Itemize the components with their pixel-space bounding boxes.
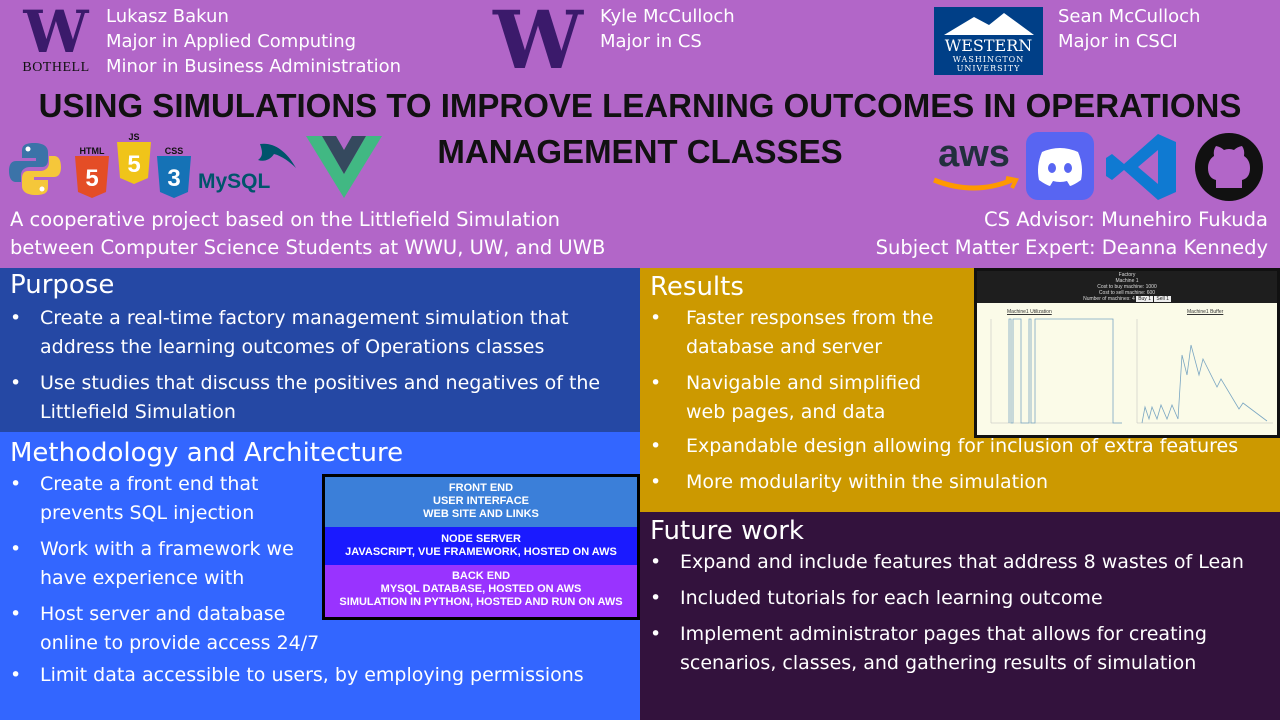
utilization-line bbox=[1008, 318, 1122, 424]
css-label: CSS bbox=[164, 146, 184, 156]
methodology-item: Create a front end that prevents SQL inj… bbox=[10, 470, 300, 528]
mysql-logo: MySQL bbox=[198, 138, 308, 198]
future-work-panel: Future work Expand and include features … bbox=[640, 512, 1280, 720]
screenshot-buy-button[interactable]: Buy 1 bbox=[1136, 296, 1153, 302]
screenshot-title: Factory bbox=[1118, 272, 1136, 278]
methodology-item: Work with a framework we have experience… bbox=[10, 535, 300, 593]
dolphin-icon bbox=[258, 143, 296, 168]
future-work-item: Expand and include features that address… bbox=[650, 548, 1270, 577]
project-description: A cooperative project based on the Littl… bbox=[10, 206, 605, 262]
author-1-minor: Minor in Business Administration bbox=[106, 56, 402, 77]
css3-logo: CSS 3 bbox=[154, 146, 194, 198]
arch-back-title: BACK END bbox=[451, 570, 511, 582]
purpose-item: Use studies that discuss the positives a… bbox=[10, 369, 630, 427]
poster-title: USING SIMULATIONS TO IMPROVE LEARNING OU… bbox=[0, 86, 1280, 172]
author-3-major: Major in CSCI bbox=[1058, 31, 1178, 52]
buffer-line bbox=[1141, 344, 1268, 424]
screenshot-line: Cost to sell machine: 600 bbox=[1098, 290, 1156, 296]
methodology-heading: Methodology and Architecture bbox=[10, 438, 404, 468]
methodology-item: Host server and database online to provi… bbox=[10, 600, 330, 658]
author-3: Sean McCulloch Major in CSCI bbox=[1058, 4, 1200, 54]
aws-label: aws bbox=[938, 133, 1010, 175]
arch-front-end: FRONT END USER INTERFACE WEB SITE AND LI… bbox=[325, 477, 637, 527]
author-1-major: Major in Applied Computing bbox=[106, 31, 357, 52]
results-item: Expandable design allowing for inclusion… bbox=[650, 432, 1270, 461]
architecture-diagram: FRONT END USER INTERFACE WEB SITE AND LI… bbox=[322, 474, 640, 620]
wwu-sub1: WASHINGTON bbox=[952, 55, 1025, 64]
arch-node-line: JAVASCRIPT, VUE FRAMEWORK, HOSTED ON AWS bbox=[345, 546, 617, 558]
subject-matter-expert: Subject Matter Expert: Deanna Kennedy bbox=[875, 236, 1268, 259]
methodology-item: Limit data accessible to users, by emplo… bbox=[10, 661, 630, 690]
css3-icon: 3 bbox=[157, 156, 191, 198]
github-icon bbox=[1195, 133, 1263, 201]
purpose-heading: Purpose bbox=[10, 270, 115, 300]
results-screenshot: Factory Machine 1 Cost to buy machine: 1… bbox=[974, 268, 1280, 438]
screenshot-line: Cost to buy machine: 1000 bbox=[1097, 284, 1157, 290]
arch-back-line: MYSQL DATABASE, HOSTED ON AWS bbox=[380, 583, 582, 595]
svg-text:5: 5 bbox=[85, 165, 98, 192]
results-item: Faster responses from the database and s… bbox=[650, 304, 950, 362]
vue-icon bbox=[306, 136, 382, 198]
author-3-name: Sean McCulloch bbox=[1058, 6, 1201, 27]
discord-icon bbox=[1026, 132, 1094, 200]
author-2: Kyle McCulloch Major in CS bbox=[600, 4, 735, 54]
author-1: Lukasz Bakun Major in Applied Computing … bbox=[106, 4, 401, 79]
author-1-name: Lukasz Bakun bbox=[106, 6, 229, 27]
python-icon bbox=[9, 143, 61, 195]
arch-front-title: FRONT END bbox=[448, 482, 514, 494]
purpose-panel: Purpose Create a real-time factory manag… bbox=[0, 268, 640, 432]
future-work-item: Implement administrator pages that allow… bbox=[650, 620, 1250, 678]
author-2-name: Kyle McCulloch bbox=[600, 6, 735, 27]
results-heading: Results bbox=[650, 272, 744, 302]
future-work-item: Included tutorials for each learning out… bbox=[650, 584, 1270, 613]
screenshot-line: Number of machines: 4 Buy 1 Sell 1 bbox=[977, 296, 1277, 302]
wwu-name: WESTERN bbox=[944, 36, 1033, 55]
arch-back-line: SIMULATION IN PYTHON, HOSTED AND RUN ON … bbox=[339, 596, 623, 608]
html5-logo: HTML 5 bbox=[72, 146, 112, 198]
purpose-item: Create a real-time factory management si… bbox=[10, 304, 630, 362]
arch-front-line: USER INTERFACE bbox=[433, 495, 529, 507]
wwu-mountain-icon bbox=[944, 13, 1034, 35]
html5-icon: 5 bbox=[75, 156, 109, 198]
js-icon: 5 bbox=[117, 142, 151, 184]
cs-advisor: CS Advisor: Munehiro Fukuda bbox=[984, 208, 1268, 231]
js-logo: JS 5 bbox=[114, 132, 154, 184]
aws-logo: aws bbox=[928, 132, 1020, 196]
screenshot-header: Factory Machine 1 Cost to buy machine: 1… bbox=[977, 271, 1277, 303]
chart2-title: Machine1 Buffer bbox=[1187, 309, 1224, 315]
html-label: HTML bbox=[79, 146, 105, 156]
title-line-1: USING SIMULATIONS TO IMPROVE LEARNING OU… bbox=[38, 87, 1242, 124]
svg-text:3: 3 bbox=[167, 165, 180, 192]
uw-logo: W bbox=[493, 0, 583, 87]
screenshot-line: Machine 1 bbox=[1115, 278, 1139, 284]
results-item: Navigable and simplified web pages, and … bbox=[650, 369, 950, 427]
title-line-2: MANAGEMENT CLASSES bbox=[437, 133, 843, 170]
wwu-logo: WESTERN WASHINGTON UNIVERSITY bbox=[934, 7, 1043, 75]
project-description-line-1: A cooperative project based on the Littl… bbox=[10, 208, 561, 231]
mysql-label: MySQL bbox=[198, 170, 271, 193]
uw-bothell-logo: W BOTHELL bbox=[16, 0, 96, 80]
arch-node-title: NODE SERVER bbox=[441, 533, 521, 545]
advisors: CS Advisor: Munehiro Fukuda Subject Matt… bbox=[876, 206, 1268, 262]
results-item: More modularity within the simulation bbox=[650, 468, 1270, 497]
arch-node-server: NODE SERVER JAVASCRIPT, VUE FRAMEWORK, H… bbox=[325, 527, 637, 565]
utilization-chart bbox=[990, 318, 1273, 424]
vscode-icon bbox=[1106, 134, 1176, 200]
project-description-line-2: between Computer Science Students at WWU… bbox=[10, 236, 606, 259]
arch-back-end: BACK END MYSQL DATABASE, HOSTED ON AWS S… bbox=[325, 565, 637, 617]
chart1-title: Machine1 Utilization bbox=[1007, 309, 1052, 315]
svg-text:5: 5 bbox=[127, 151, 140, 178]
uw-bothell-w: W bbox=[23, 0, 89, 66]
author-2-major: Major in CS bbox=[600, 31, 702, 52]
screenshot-machines: Number of machines: 4 bbox=[1083, 296, 1135, 302]
arch-front-line: WEB SITE AND LINKS bbox=[423, 508, 539, 520]
aws-smile-icon bbox=[933, 176, 1019, 191]
js-label: JS bbox=[128, 132, 140, 142]
uw-bothell-text: BOTHELL bbox=[22, 60, 90, 75]
screenshot-sell-button[interactable]: Sell 1 bbox=[1154, 296, 1171, 302]
wwu-sub2: UNIVERSITY bbox=[956, 64, 1021, 73]
future-work-heading: Future work bbox=[650, 516, 804, 546]
